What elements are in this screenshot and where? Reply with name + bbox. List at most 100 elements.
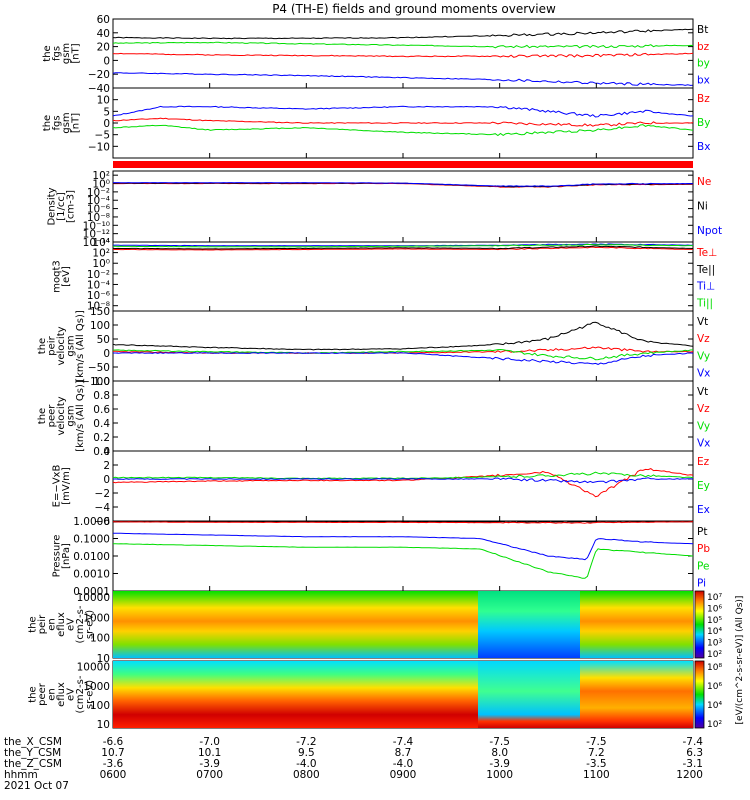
ephemeris-value: 0800 (293, 769, 320, 781)
ephemeris-label: the_X_CSM (4, 736, 62, 748)
legend-entry: Vx (697, 367, 710, 379)
y-tick-label: −40 (88, 83, 110, 95)
ephemeris-value: -3.6 (103, 758, 124, 770)
electron-spectrogram-disturbed (478, 661, 580, 728)
y-axis-label: [km/s (All Qs)] (75, 380, 86, 452)
ephemeris-value: 1100 (583, 769, 610, 781)
y-tick-label: 10⁻⁸ (87, 301, 110, 313)
colorbar-tick-label: 10⁸ (707, 663, 722, 673)
y-axis-label: moqt3 (51, 260, 62, 293)
y-tick-label: 0.8 (93, 390, 110, 402)
y-axis-label: [1/cc] (56, 192, 67, 221)
ephemeris-value: -7.0 (199, 736, 220, 748)
y-axis-label: the (42, 45, 53, 61)
series-Bx (112, 105, 694, 118)
y-axis-label: E=−VxB (51, 465, 62, 508)
y-tick-label: 10 (97, 719, 110, 731)
legend-entry: Pt (697, 526, 707, 538)
colorbar-tick-label: 10⁴ (707, 701, 722, 711)
y-axis-label: fgs (51, 46, 62, 61)
series-bz (112, 52, 694, 58)
legend-entry: Te|| (696, 264, 715, 276)
ephemeris-label: the_Z_CSM (4, 758, 62, 770)
legend-entry: Vz (697, 403, 710, 415)
y-tick-label: 0 (103, 55, 110, 67)
ephemeris-value: 9.5 (298, 747, 315, 759)
y-tick-label: 0.0010 (73, 569, 110, 581)
ephemeris-value: -3.5 (586, 758, 607, 770)
y-tick-label: −4 (95, 502, 111, 514)
legend-entry: Ne (697, 176, 711, 188)
y-tick-label: 10⁻² (87, 269, 110, 281)
legend-entry: Pb (697, 543, 710, 555)
y-tick-label: 1000 (83, 612, 110, 624)
series-Npot (113, 182, 694, 187)
ion-spectrogram-early (113, 591, 478, 658)
y-axis-label: eflux (56, 612, 67, 637)
legend-entry: Vt (697, 316, 708, 328)
y-tick-label: −100 (81, 376, 110, 388)
y-tick-label: 40 (97, 28, 110, 40)
y-axis-label: gsm (61, 43, 72, 64)
ephemeris-value: -3.9 (199, 758, 220, 770)
colorbar-tick-label: 10⁴ (707, 627, 722, 637)
y-axis-label: [eV] (61, 266, 72, 287)
legend-entry: Bx (697, 141, 710, 153)
y-axis-label: gsm (66, 335, 77, 356)
ephemeris-label: 2021 Oct 07 (4, 780, 69, 792)
ephemeris-value: 1200 (676, 769, 703, 781)
y-tick-label: 4 (103, 446, 110, 458)
y-tick-label: 0.2 (93, 432, 110, 444)
y-tick-label: −20 (88, 69, 110, 81)
legend-entry: Te⊥ (696, 247, 717, 259)
ion-colorbar (694, 590, 705, 659)
series-Bz (112, 117, 694, 127)
y-axis-label: [nT] (70, 113, 81, 133)
legend-entry: Ey (697, 480, 710, 492)
y-tick-label: 1.0 (93, 376, 110, 388)
ephemeris-label: hhmm (4, 769, 38, 781)
ephemeris-value: 7.2 (588, 747, 605, 759)
y-tick-label: 0 (103, 348, 110, 360)
status-bar (113, 161, 693, 168)
panel-6: 0.0 0.2 0.4 0.6 0.8 1.0 thepeervelocitygsm[km/… (37, 376, 710, 458)
y-axis-label: [nPa] (61, 543, 72, 569)
y-axis-label: eV (66, 688, 77, 701)
panel-7: −6 −4 −2 0 2 4 E=−VxB[mV/m] Ez Ey Ex (51, 446, 710, 528)
legend-entry: Ni (697, 200, 708, 212)
y-axis-label: gsm (66, 405, 77, 426)
y-tick-label: 0 (103, 118, 110, 130)
y-tick-label: −50 (88, 362, 110, 374)
legend-entry: Pe (697, 560, 709, 572)
ephemeris-value: 6.3 (686, 747, 703, 759)
y-axis-label: sr-eV) (85, 610, 96, 639)
y-axis-label: eV (66, 618, 77, 631)
y-tick-label: 10⁻² (87, 187, 110, 199)
y-axis-label: fgs (51, 115, 62, 130)
y-tick-label: 1.0000 (73, 516, 110, 528)
y-axis-label: (cm2-s- (75, 605, 86, 643)
y-tick-label: −5 (95, 130, 110, 142)
ephemeris-value: -7.5 (489, 736, 510, 748)
y-axis-label: Density (47, 187, 58, 225)
y-tick-label: 0.0001 (73, 586, 110, 598)
y-axis-label: velocity (56, 326, 67, 365)
colorbar-tick-label: 10⁶ (707, 604, 722, 614)
y-tick-label: 0.0 (93, 446, 110, 458)
series-Ti|| (112, 243, 693, 248)
y-tick-label: 10² (92, 248, 110, 260)
legend-entry: bz (697, 41, 710, 53)
ephemeris-value: 0900 (390, 769, 417, 781)
legend-entry: Bt (697, 24, 708, 36)
y-tick-label: 10⁻¹⁰ (83, 220, 110, 232)
colorbar-tick-label: 10² (707, 650, 722, 660)
y-tick-label: 10⁻⁶ (87, 204, 110, 216)
ephemeris-value: -3.1 (683, 758, 704, 770)
colorbar-tick-label: 10⁵ (707, 616, 722, 626)
legend-entry: Vy (697, 350, 710, 362)
